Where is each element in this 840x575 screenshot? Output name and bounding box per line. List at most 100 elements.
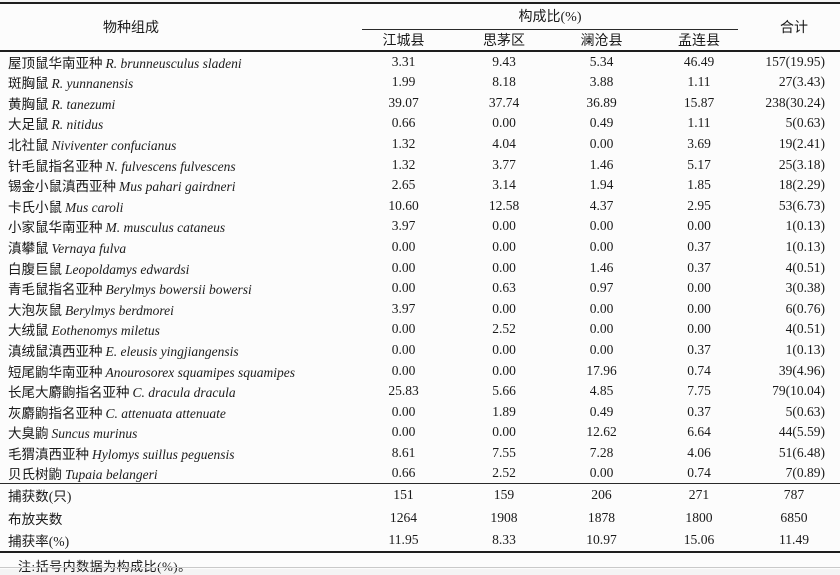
species-row: 小家鼠华南亚种 M. musculus cataneus 3.97 0.00 0.00 0… — [0, 216, 840, 237]
total-value-cell: 1(0.13) — [785, 342, 825, 358]
composition-value-cell: 2.52 — [492, 465, 516, 481]
composition-value-cell: 8.18 — [492, 74, 516, 90]
species-row: 大足鼠 R. nitidus 0.66 0.00 0.49 1.11 5(0.63) — [0, 113, 840, 134]
composition-value-cell: 3.77 — [492, 156, 516, 172]
composition-value-cell: 6.64 — [687, 424, 711, 440]
composition-value-cell: 37.74 — [488, 94, 520, 110]
total-value-cell: 1(0.13) — [785, 218, 825, 234]
species-row: 短尾鼩华南亚种 Anourosorex squamipes squamipes 0.… — [0, 360, 840, 381]
composition-value-cell: 0.00 — [391, 239, 416, 255]
species-name-cell: 大绒鼠 Eothenomys miletus — [0, 319, 352, 340]
composition-value-cell: 4.37 — [589, 197, 614, 213]
total-value-cell: 157(19.95) — [748, 50, 840, 72]
species-name-latin: R. yunnanensis — [51, 76, 134, 92]
total-value-cell: 5(0.63) — [785, 115, 825, 131]
composition-value-cell: 2.65 — [391, 177, 416, 193]
composition-value-cell: 46.49 — [650, 50, 748, 72]
species-name-cn: 大泡灰鼠 — [8, 302, 62, 318]
species-name-cell: 灰麝鼩指名亚种 C. attenuata attenuate — [0, 402, 352, 423]
species-name-cell: 黄胸鼠 R. tanezumi — [0, 93, 352, 114]
species-row: 锡金小鼠滇西亚种 Mus pahari gairdneri 2.65 3.14 1.94… — [0, 175, 840, 196]
composition-value-cell: 0.00 — [589, 321, 614, 337]
summary-value-cell: 1908 — [490, 509, 518, 525]
species-name-latin: C. attenuata attenuate — [105, 405, 226, 421]
composition-value-cell: 4.85 — [589, 383, 614, 399]
species-name-latin: E. eleusis yingjiangensis — [105, 344, 239, 360]
total-value-cell: 39(4.96) — [778, 362, 825, 378]
composition-group-header: 构成比(%) — [352, 3, 748, 30]
composition-value-cell: 1.99 — [391, 74, 416, 90]
composition-value-cell: 0.49 — [589, 403, 614, 419]
species-column-header: 物种组成 — [103, 21, 159, 36]
species-name-cell: 小家鼠华南亚种 M. musculus cataneus — [0, 216, 352, 237]
composition-value-cell: 0.00 — [589, 239, 614, 255]
species-name-latin: Mus caroli — [65, 199, 124, 215]
summary-label-cell: 布放夹数 — [8, 511, 63, 527]
composition-value-cell: 7.28 — [589, 444, 614, 460]
composition-value-cell: 0.00 — [391, 362, 416, 378]
composition-value-cell: 36.89 — [586, 94, 617, 110]
composition-value-cell: 0.00 — [589, 136, 614, 152]
composition-value-cell: 3.97 — [391, 218, 416, 234]
species-name-latin: Eothenomys miletus — [51, 323, 160, 339]
species-name-cn: 长尾大麝鼩指名亚种 — [8, 385, 130, 401]
summary-label-cell: 捕获率(%) — [8, 533, 70, 549]
composition-value-cell: 1.32 — [391, 156, 416, 172]
county-header-lancang: 澜沧县 — [580, 34, 623, 49]
species-name-cell: 毛猬滇西亚种 Hylomys suillus peguensis — [0, 443, 352, 464]
composition-value-cell: 3.69 — [687, 136, 711, 152]
total-value-cell: 4(0.51) — [785, 321, 825, 337]
species-name-latin: R. nitidus — [51, 117, 104, 133]
composition-value-cell: 1.46 — [589, 156, 614, 172]
species-name-cell: 滇攀鼠 Vernaya fulva — [0, 237, 352, 258]
species-name-latin: Tupaia belangeri — [65, 467, 158, 483]
species-name-cell: 滇绒鼠滇西亚种 E. eleusis yingjiangensis — [0, 340, 352, 361]
summary-value-cell: 15.06 — [683, 531, 715, 547]
composition-value-cell: 0.74 — [687, 362, 711, 378]
species-name-latin: C. dracula dracula — [132, 385, 236, 401]
summary-value-cell: 8.33 — [492, 531, 516, 547]
species-row: 大臭鼩 Suncus murinus 0.00 0.00 12.62 6.64 44(5.5… — [0, 422, 840, 443]
composition-value-cell: 1.32 — [391, 136, 416, 152]
composition-value-cell: 0.00 — [492, 115, 516, 131]
county-header-jiangcheng: 江城县 — [382, 34, 425, 49]
composition-value-cell: 0.00 — [589, 218, 614, 234]
species-name-cn: 大足鼠 — [8, 117, 49, 133]
species-name-cn: 白腹巨鼠 — [8, 261, 62, 277]
species-row: 贝氏树鼩 Tupaia belangeri 0.66 2.52 0.00 0.74 7(0.… — [0, 463, 840, 484]
composition-value-cell: 25.83 — [388, 383, 419, 399]
composition-value-cell: 7.55 — [492, 444, 516, 460]
county-header-simao: 思茅区 — [483, 34, 525, 49]
total-value-cell: 7(0.89) — [785, 465, 825, 481]
species-name-cell: 大臭鼩 Suncus murinus — [0, 422, 352, 443]
species-row: 灰麝鼩指名亚种 C. attenuata attenuate 0.00 1.89 0.4… — [0, 402, 840, 423]
composition-value-cell: 0.37 — [687, 259, 711, 275]
species-name-cn: 青毛鼠指名亚种 — [8, 282, 103, 298]
composition-value-cell: 3.14 — [492, 177, 516, 193]
composition-value-cell: 8.61 — [391, 444, 416, 460]
composition-value-cell: 0.00 — [589, 300, 614, 316]
total-value-cell: 27(3.43) — [778, 74, 825, 90]
header-row-counties: 江城县 思茅区 澜沧县 孟连县 — [0, 30, 840, 51]
species-name-latin: Suncus murinus — [51, 426, 138, 442]
composition-value-cell: 39.07 — [388, 94, 419, 110]
species-row: 毛猬滇西亚种 Hylomys suillus peguensis 8.61 7.55 7… — [0, 443, 840, 464]
total-value-cell: 1(0.13) — [785, 239, 825, 255]
composition-value-cell: 0.00 — [687, 321, 711, 337]
species-name-latin: M. musculus cataneus — [105, 220, 226, 236]
species-name-cn: 滇攀鼠 — [8, 241, 49, 257]
species-row: 长尾大麝鼩指名亚种 C. dracula dracula 25.83 5.66 4.85… — [0, 381, 840, 402]
species-name-cn: 滇绒鼠滇西亚种 — [8, 344, 103, 360]
summary-total-cell: 6850 — [780, 509, 808, 525]
composition-value-cell: 0.00 — [687, 218, 711, 234]
summary-value-cell: 151 — [352, 483, 455, 507]
composition-value-cell: 2.52 — [492, 321, 516, 337]
composition-value-cell: 5.34 — [553, 50, 650, 72]
composition-value-cell: 1.89 — [492, 403, 516, 419]
species-name-latin: Anourosorex squamipes squamipes — [105, 364, 296, 380]
composition-value-cell: 0.37 — [687, 403, 711, 419]
summary-value-cell: 1264 — [389, 509, 418, 525]
species-composition-table: 物种组成 构成比(%) 合计 江城县 思茅区 澜沧县 孟连县 屋顶鼠华南亚种 R.… — [0, 2, 840, 553]
summary-row: 布放夹数 1264 1908 1878 1800 6850 — [0, 506, 840, 529]
species-row: 滇攀鼠 Vernaya fulva 0.00 0.00 0.00 0.37 1(0.13) — [0, 237, 840, 258]
